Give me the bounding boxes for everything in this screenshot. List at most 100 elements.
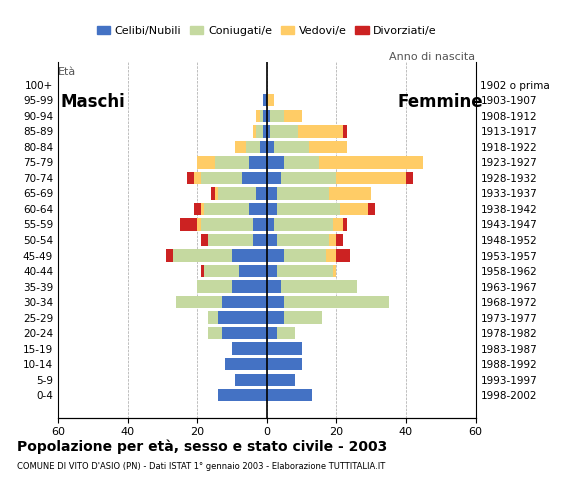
Bar xyxy=(333,265,336,277)
Bar xyxy=(166,249,173,262)
Bar xyxy=(343,125,347,138)
Bar xyxy=(267,358,302,371)
Bar xyxy=(326,249,336,262)
Bar xyxy=(239,265,267,277)
Bar xyxy=(197,280,232,293)
Bar xyxy=(253,218,267,231)
Bar xyxy=(260,109,263,122)
Bar xyxy=(249,156,267,168)
Bar xyxy=(277,187,329,200)
Bar xyxy=(267,234,277,246)
Bar xyxy=(281,172,336,184)
Bar xyxy=(235,373,267,386)
Bar xyxy=(232,280,267,293)
Bar xyxy=(329,187,371,200)
Bar xyxy=(215,187,218,200)
Bar xyxy=(270,125,298,138)
Bar xyxy=(343,218,347,231)
Bar xyxy=(368,203,375,215)
Text: Età: Età xyxy=(58,67,76,77)
Bar xyxy=(173,249,232,262)
Bar xyxy=(256,109,260,122)
Bar xyxy=(284,109,302,122)
Text: Femmine: Femmine xyxy=(398,93,484,110)
Bar xyxy=(406,172,413,184)
Legend: Celibi/Nubili, Coniugati/e, Vedovi/e, Divorziati/e: Celibi/Nubili, Coniugati/e, Vedovi/e, Di… xyxy=(92,22,441,41)
Bar xyxy=(319,156,423,168)
Bar xyxy=(267,327,277,339)
Bar xyxy=(194,203,201,215)
Text: Maschi: Maschi xyxy=(60,93,125,110)
Bar xyxy=(267,94,274,107)
Bar xyxy=(267,265,277,277)
Bar xyxy=(277,265,333,277)
Bar xyxy=(201,265,204,277)
Bar xyxy=(204,203,249,215)
Bar xyxy=(267,373,295,386)
Bar xyxy=(274,218,333,231)
Bar xyxy=(333,218,343,231)
Bar xyxy=(267,389,312,401)
Bar xyxy=(267,172,281,184)
Bar xyxy=(180,218,197,231)
Bar xyxy=(215,156,249,168)
Bar xyxy=(267,296,284,308)
Bar xyxy=(256,187,267,200)
Bar xyxy=(267,312,284,324)
Bar xyxy=(267,249,284,262)
Bar xyxy=(267,218,274,231)
Bar xyxy=(197,156,215,168)
Bar xyxy=(218,312,267,324)
Bar xyxy=(197,218,201,231)
Bar xyxy=(187,172,194,184)
Bar xyxy=(340,203,368,215)
Bar xyxy=(218,187,256,200)
Bar xyxy=(309,141,347,153)
Bar xyxy=(204,265,239,277)
Bar xyxy=(201,218,253,231)
Bar xyxy=(201,172,242,184)
Bar xyxy=(201,203,204,215)
Bar xyxy=(267,109,270,122)
Bar xyxy=(249,203,267,215)
Bar xyxy=(277,234,329,246)
Bar xyxy=(176,296,222,308)
Bar xyxy=(284,312,322,324)
Bar xyxy=(267,203,277,215)
Bar xyxy=(270,109,284,122)
Bar xyxy=(336,172,406,184)
Bar xyxy=(194,172,201,184)
Bar xyxy=(225,358,267,371)
Bar xyxy=(284,249,326,262)
Bar xyxy=(267,125,270,138)
Bar xyxy=(336,249,350,262)
Bar xyxy=(222,296,267,308)
Bar xyxy=(267,280,281,293)
Bar xyxy=(267,141,274,153)
Bar xyxy=(329,234,336,246)
Bar xyxy=(263,94,267,107)
Bar xyxy=(263,109,267,122)
Bar xyxy=(235,141,246,153)
Bar xyxy=(208,234,253,246)
Bar xyxy=(253,234,267,246)
Bar xyxy=(253,125,256,138)
Bar xyxy=(218,389,267,401)
Text: COMUNE DI VITO D'ASIO (PN) - Dati ISTAT 1° gennaio 2003 - Elaborazione TUTTITALI: COMUNE DI VITO D'ASIO (PN) - Dati ISTAT … xyxy=(17,462,386,471)
Bar xyxy=(267,342,302,355)
Bar xyxy=(260,141,267,153)
Bar xyxy=(232,249,267,262)
Bar xyxy=(208,327,222,339)
Bar xyxy=(256,125,263,138)
Bar xyxy=(246,141,260,153)
Bar xyxy=(274,141,309,153)
Bar xyxy=(277,203,340,215)
Bar xyxy=(267,156,284,168)
Bar xyxy=(267,187,277,200)
Bar xyxy=(263,125,267,138)
Bar xyxy=(336,234,343,246)
Bar xyxy=(211,187,215,200)
Text: Popolazione per età, sesso e stato civile - 2003: Popolazione per età, sesso e stato civil… xyxy=(17,439,387,454)
Bar xyxy=(298,125,343,138)
Bar xyxy=(281,280,357,293)
